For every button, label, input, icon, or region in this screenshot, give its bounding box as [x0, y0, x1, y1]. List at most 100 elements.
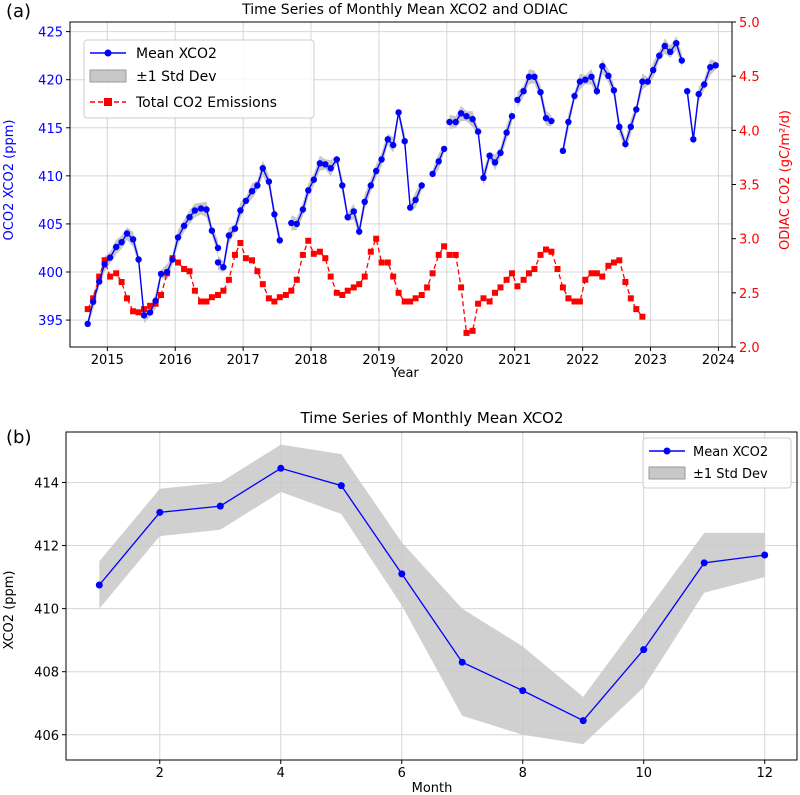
emissions-point-a-77: [520, 276, 527, 283]
emissions-point-a-11: [147, 302, 154, 309]
emissions-point-a-85: [565, 295, 572, 302]
xco2-point-a-6-16: [650, 66, 657, 74]
emissions-point-a-64: [446, 251, 453, 258]
emissions-point-a-7: [124, 295, 130, 302]
xco2-point-a-4-7: [486, 152, 493, 159]
xco2-point-a-6-6: [593, 88, 601, 95]
xco2-point-a-1-3: [231, 225, 239, 232]
emissions-point-a-8: [130, 308, 137, 315]
xco2-point-a-6-3: [576, 78, 584, 85]
xco2-point-a-1-4: [237, 207, 244, 214]
emissions-point-a-26: [232, 251, 238, 258]
xco2-point-a-2-20: [401, 138, 408, 145]
tick-label-a-x-2018: 2018: [294, 353, 327, 368]
xco2-point-a-2-2: [299, 206, 307, 213]
xco2-point-a-1-2: [225, 232, 233, 239]
tick-label-a-x-2017: 2017: [227, 353, 260, 368]
xco2-point-a-0-15: [169, 256, 176, 263]
mean-point-b-month-6: [398, 570, 406, 578]
xco2-point-a-0-21: [203, 206, 210, 213]
xco2-point-a-4-5: [474, 128, 482, 135]
xco2-point-a-4-10: [503, 129, 510, 136]
emissions-point-a-35: [282, 292, 289, 298]
emissions-point-a-72: [492, 289, 498, 296]
xco2-point-a-6-0: [559, 147, 567, 154]
panel-a-xco2-series: [84, 40, 719, 328]
xco2-point-a-6-13: [633, 106, 640, 113]
emissions-point-a-36: [288, 287, 295, 294]
emissions-point-a-65: [452, 251, 459, 258]
panel-b: (b) Time Series of Monthly Mean XCO2 Mon…: [2, 409, 798, 795]
mean-line-b: [98, 467, 765, 722]
xco2-point-a-6-1: [565, 118, 572, 126]
xco2-point-a-4-3: [463, 113, 470, 120]
tick-label-b-y-414: 414: [34, 476, 59, 491]
xco2-point-a-1-10: [271, 211, 278, 218]
xco2-point-a-4-6: [480, 174, 487, 181]
xco2-point-a-2-22: [412, 196, 419, 204]
xco2-point-a-2-8: [333, 156, 340, 163]
xco2-point-a-1-6: [248, 188, 256, 195]
panel-a-legend-box: [83, 39, 315, 119]
emissions-point-a-50: [367, 248, 374, 255]
xco2-point-a-6-19: [667, 48, 674, 55]
xco2-point-a-3-0: [429, 170, 436, 178]
tick-label-b-y-408: 408: [34, 666, 59, 681]
mean-point-b-month-1: [95, 581, 103, 589]
xco2-point-a-0-20: [197, 205, 205, 212]
xco2-point-a-0-9: [135, 256, 142, 263]
emissions-point-a-1: [90, 295, 97, 302]
tick-label-a-yl-400: 400: [38, 266, 63, 281]
xco2-point-a-0-6: [118, 239, 125, 246]
xco2-point-a-2-15: [373, 167, 380, 175]
xco2-point-a-2-14: [367, 182, 374, 189]
xco2-point-a-2-18: [390, 141, 397, 149]
xco2-point-a-5-1: [520, 88, 527, 95]
xco2-point-a-6-15: [644, 78, 651, 85]
legend-a-std-swatch: [89, 69, 127, 83]
xco2-point-a-6-7: [599, 62, 606, 70]
tick-label-a-yl-395: 395: [38, 314, 63, 329]
emissions-point-a-78: [526, 270, 532, 277]
emissions-point-a-43: [327, 273, 334, 280]
xco2-point-a-0-18: [186, 214, 193, 221]
std-band-a-segment-4: [449, 105, 512, 186]
emissions-point-a-3: [101, 257, 108, 264]
emissions-point-a-71: [486, 298, 493, 305]
mean-point-b-month-7: [458, 658, 466, 666]
emissions-point-a-2: [96, 273, 103, 280]
emissions-point-a-55: [395, 289, 402, 296]
emissions-point-a-79: [531, 266, 538, 272]
emissions-point-a-37: [293, 276, 300, 283]
panel-a-grid: [70, 22, 732, 347]
xco2-point-a-7-5: [712, 62, 719, 69]
xco2-point-a-2-17: [384, 136, 391, 143]
mean-point-b-month-3: [216, 502, 224, 510]
xco2-point-a-2-19: [395, 109, 402, 116]
xco2-point-a-4-1: [452, 118, 459, 126]
tick-label-a-x-2021: 2021: [498, 353, 531, 368]
panel-b-title: Time Series of Monthly Mean XCO2: [299, 409, 563, 427]
tick-label-a-yr-0: 2.0: [739, 341, 760, 356]
emissions-point-a-61: [429, 270, 436, 277]
tick-label-a-x-2024: 2024: [702, 353, 735, 368]
xco2-point-a-2-1: [293, 220, 300, 228]
mean-point-b-month-5: [337, 482, 345, 490]
tick-label-b-x-10: 10: [635, 766, 652, 781]
emissions-point-a-42: [322, 255, 329, 262]
emissions-point-a-52: [378, 259, 385, 266]
emissions-point-a-86: [571, 298, 578, 305]
xco2-point-a-2-6: [322, 161, 329, 168]
legend-a-mean-label: Mean XCO2: [136, 46, 217, 62]
xco2-point-a-7-1: [690, 136, 697, 143]
emissions-point-a-40: [310, 250, 317, 257]
xco2-point-a-3-2: [440, 145, 448, 153]
emissions-point-a-75: [509, 270, 515, 277]
tick-label-a-x-2020: 2020: [430, 353, 463, 368]
mean-point-b-month-12: [761, 551, 769, 559]
emissions-point-a-89: [588, 270, 595, 277]
legend-a-mean-marker: [104, 49, 112, 57]
xco2-point-a-5-6: [548, 117, 555, 125]
tick-label-a-yr-6: 5.0: [739, 16, 760, 31]
xco2-point-a-5-4: [537, 89, 544, 96]
